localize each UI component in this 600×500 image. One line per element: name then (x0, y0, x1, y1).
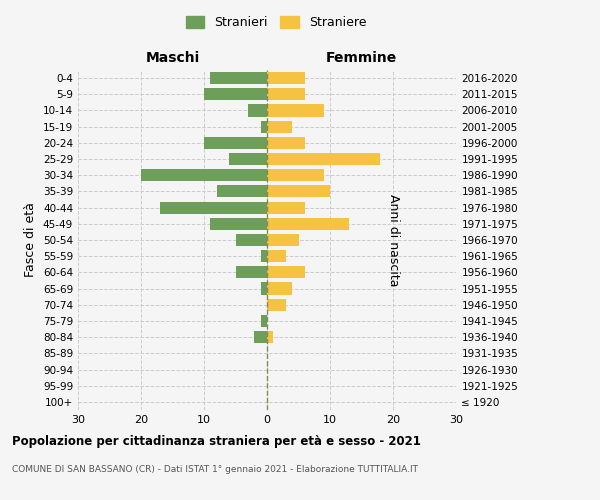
Bar (160, 202, 267, 213)
Legend: Stranieri, Straniere: Stranieri, Straniere (181, 11, 371, 34)
Bar (267, 88, 305, 101)
Bar (267, 282, 292, 294)
Bar (267, 137, 305, 149)
Bar (267, 169, 324, 181)
Bar (267, 331, 274, 343)
Bar (267, 186, 330, 198)
Bar (260, 282, 267, 294)
Bar (267, 202, 305, 213)
Bar (267, 104, 324, 117)
Bar (204, 137, 267, 149)
Bar (211, 218, 267, 230)
Y-axis label: Anni di nascita: Anni di nascita (386, 194, 400, 286)
Bar (260, 315, 267, 327)
Bar (267, 153, 380, 165)
Text: COMUNE DI SAN BASSANO (CR) - Dati ISTAT 1° gennaio 2021 - Elaborazione TUTTITALI: COMUNE DI SAN BASSANO (CR) - Dati ISTAT … (12, 465, 418, 474)
Bar (267, 298, 286, 311)
Bar (267, 266, 305, 278)
Bar (260, 120, 267, 132)
Text: Popolazione per cittadinanza straniera per età e sesso - 2021: Popolazione per cittadinanza straniera p… (12, 435, 421, 448)
Text: Maschi: Maschi (145, 51, 200, 65)
Bar (267, 72, 305, 84)
Bar (229, 153, 267, 165)
Bar (235, 266, 267, 278)
Bar (235, 234, 267, 246)
Bar (267, 218, 349, 230)
Text: Femmine: Femmine (326, 51, 397, 65)
Bar (267, 120, 292, 132)
Bar (204, 88, 267, 101)
Bar (141, 169, 267, 181)
Bar (211, 72, 267, 84)
Bar (248, 104, 267, 117)
Bar (260, 250, 267, 262)
Bar (267, 250, 286, 262)
Y-axis label: Fasce di età: Fasce di età (25, 202, 37, 278)
Bar (217, 186, 267, 198)
Bar (254, 331, 267, 343)
Bar (267, 234, 299, 246)
